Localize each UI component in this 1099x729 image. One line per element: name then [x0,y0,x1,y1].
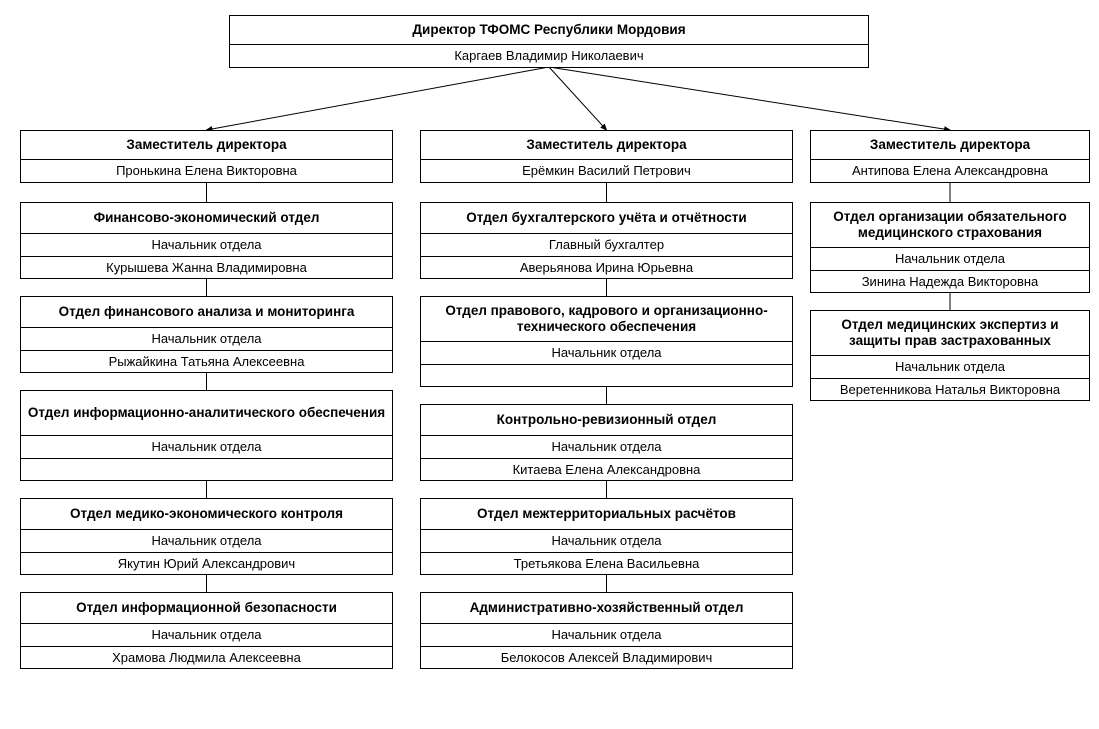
department-title: Отдел финансового анализа и мониторинга [21,297,392,327]
department-role: Начальник отдела [421,341,792,364]
department-title: Контрольно-ревизионный отдел [421,405,792,435]
department-head-name: Зинина Надежда Викторовна [811,270,1089,293]
department-box: Отдел правового, кадрового и организацио… [420,296,793,387]
department-title: Отдел бухгалтерского учёта и отчётности [421,203,792,233]
department-role: Главный бухгалтер [421,233,792,256]
deputy-name: Ерёмкин Василий Петрович [421,159,792,182]
department-title: Отдел медико-экономического контроля [21,499,392,529]
department-role: Начальник отдела [21,623,392,646]
department-box: Отдел организации обязательного медицинс… [810,202,1090,293]
department-box: Отдел финансового анализа и мониторингаН… [20,296,393,373]
department-box: Отдел межтерриториальных расчётовНачальн… [420,498,793,575]
department-title: Отдел правового, кадрового и организацио… [421,297,792,341]
department-box: Отдел информационно-аналитического обесп… [20,390,393,481]
department-title: Отдел медицинских экспертиз и защиты пра… [811,311,1089,355]
department-head-name: Храмова Людмила Алексеевна [21,646,392,669]
department-head-name [421,364,792,386]
department-title: Отдел межтерриториальных расчётов [421,499,792,529]
deputy-title: Заместитель директора [811,131,1089,159]
department-head-name: Курышева Жанна Владимировна [21,256,392,279]
department-role: Начальник отдела [421,529,792,552]
department-role: Начальник отдела [21,435,392,458]
department-role: Начальник отдела [21,233,392,256]
department-head-name: Китаева Елена Александровна [421,458,792,481]
department-role: Начальник отдела [811,355,1089,378]
department-title: Отдел информационно-аналитического обесп… [21,391,392,435]
department-title: Отдел организации обязательного медицинс… [811,203,1089,247]
department-box: Отдел бухгалтерского учёта и отчётностиГ… [420,202,793,279]
department-box: Административно-хозяйственный отделНачал… [420,592,793,669]
department-head-name: Якутин Юрий Александрович [21,552,392,575]
department-box: Отдел информационной безопасностиНачальн… [20,592,393,669]
department-head-name: Белокосов Алексей Владимирович [421,646,792,669]
director-box: Директор ТФОМС Республики МордовияКаргае… [229,15,869,68]
department-box: Финансово-экономический отделНачальник о… [20,202,393,279]
department-box: Контрольно-ревизионный отделНачальник от… [420,404,793,481]
department-head-name: Аверьянова Ирина Юрьевна [421,256,792,279]
deputy-box: Заместитель директораЕрёмкин Василий Пет… [420,130,793,183]
department-title: Финансово-экономический отдел [21,203,392,233]
director-name: Каргаев Владимир Николаевич [230,44,868,67]
department-title: Отдел информационной безопасности [21,593,392,623]
department-head-name [21,458,392,480]
deputy-title: Заместитель директора [21,131,392,159]
department-head-name: Третьякова Елена Васильевна [421,552,792,575]
director-title: Директор ТФОМС Республики Мордовия [230,16,868,44]
department-head-name: Рыжайкина Татьяна Алексеевна [21,350,392,373]
department-box: Отдел медико-экономического контроляНача… [20,498,393,575]
deputy-box: Заместитель директораАнтипова Елена Алек… [810,130,1090,183]
department-role: Начальник отдела [421,435,792,458]
deputy-name: Антипова Елена Александровна [811,159,1089,182]
department-head-name: Веретенникова Наталья Викторовна [811,378,1089,401]
deputy-name: Пронькина Елена Викторовна [21,159,392,182]
department-title: Административно-хозяйственный отдел [421,593,792,623]
deputy-box: Заместитель директораПронькина Елена Вик… [20,130,393,183]
deputy-title: Заместитель директора [421,131,792,159]
department-role: Начальник отдела [21,327,392,350]
department-role: Начальник отдела [421,623,792,646]
department-box: Отдел медицинских экспертиз и защиты пра… [810,310,1090,401]
department-role: Начальник отдела [811,247,1089,270]
department-role: Начальник отдела [21,529,392,552]
